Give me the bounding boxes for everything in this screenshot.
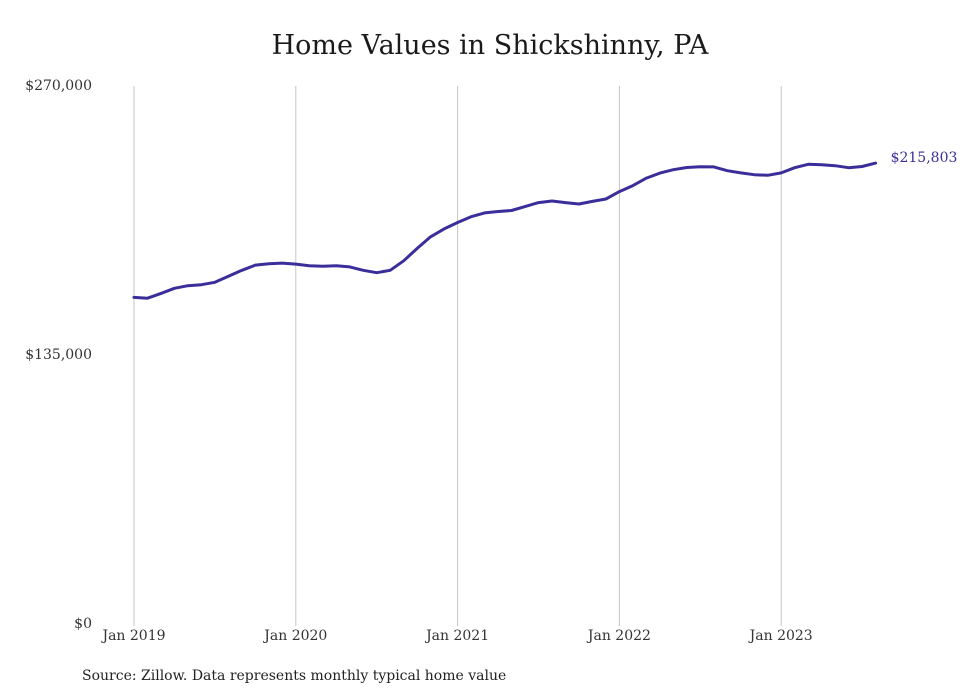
y-tick-label: $270,000	[25, 78, 92, 94]
y-tick-label: $0	[74, 616, 92, 632]
x-tick-label: Jan 2020	[262, 628, 327, 644]
source-note: Source: Zillow. Data represents monthly …	[82, 668, 507, 684]
x-axis: Jan 2019 Jan 2020 Jan 2021 Jan 2022 Jan 2023	[100, 628, 812, 644]
y-tick-label: $135,000	[25, 347, 92, 363]
series-line	[132, 161, 878, 300]
series-layer	[132, 161, 878, 300]
x-tick-label: Jan 2022	[586, 628, 651, 644]
x-tick-label: Jan 2019	[100, 628, 165, 644]
chart-title: Home Values in Shickshinny, PA	[271, 30, 709, 61]
x-tick-label: Jan 2021	[424, 628, 489, 644]
x-tick-label: Jan 2023	[748, 628, 813, 644]
end-value-label: $215,803	[891, 150, 958, 166]
grid-layer	[133, 86, 782, 626]
y-axis: $0 $135,000 $270,000	[25, 78, 92, 632]
label-layer: $215,803	[891, 150, 958, 166]
